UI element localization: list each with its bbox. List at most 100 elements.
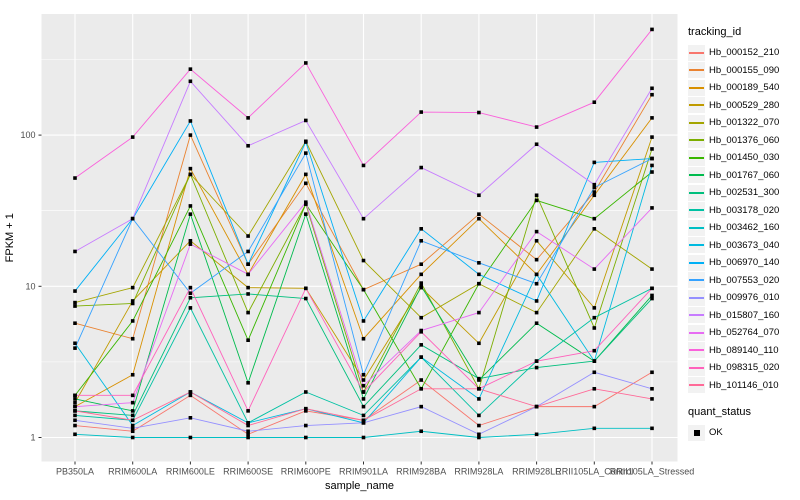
- data-point: [73, 400, 77, 405]
- line-swatch-icon: [689, 86, 704, 89]
- data-point: [130, 319, 135, 323]
- data-point: [73, 413, 77, 418]
- data-point: [130, 400, 135, 405]
- data-point: [477, 397, 481, 401]
- legend-item-label: Hb_003462_160: [709, 222, 780, 234]
- data-point: [419, 330, 423, 334]
- data-point: [419, 386, 423, 391]
- data-point: [477, 193, 481, 198]
- data-point: [650, 206, 654, 210]
- legend-key: [688, 359, 705, 376]
- line-swatch-icon: [689, 296, 704, 299]
- data-point: [419, 284, 423, 289]
- data-point: [304, 296, 308, 301]
- legend-item-ok: OK: [688, 424, 798, 442]
- data-point: [650, 116, 654, 120]
- legend-item-Hb_001450_030: Hb_001450_030: [688, 149, 798, 167]
- line-swatch-icon: [689, 244, 704, 247]
- legend-item-Hb_003462_160: Hb_003462_160: [688, 219, 798, 237]
- data-point: [592, 182, 597, 187]
- line-swatch-icon: [689, 366, 704, 369]
- data-point: [592, 326, 597, 330]
- legend-item-label: Hb_007553_020: [709, 274, 780, 286]
- data-point: [73, 304, 77, 308]
- data-point: [188, 172, 193, 177]
- data-point: [73, 393, 77, 398]
- legend-item-Hb_000529_280: Hb_000529_280: [688, 97, 798, 115]
- legend-item-label: Hb_001767_060: [709, 169, 780, 181]
- legend-item-label: Hb_003178_020: [709, 204, 780, 216]
- legend-item-Hb_001322_070: Hb_001322_070: [688, 114, 798, 132]
- line-swatch-icon: [689, 174, 704, 177]
- x-tick-label: RRIM600LA: [108, 467, 157, 477]
- data-point: [650, 163, 654, 168]
- data-point: [304, 61, 308, 65]
- data-point: [73, 346, 77, 350]
- data-point: [592, 426, 597, 431]
- data-point: [73, 176, 77, 180]
- legend-item-Hb_006970_140: Hb_006970_140: [688, 254, 798, 272]
- data-point: [246, 285, 250, 290]
- line-swatch-icon: [689, 191, 704, 194]
- legend-item-Hb_003178_020: Hb_003178_020: [688, 202, 798, 220]
- legend-key: [688, 377, 705, 394]
- data-point: [130, 426, 135, 431]
- data-point: [592, 404, 597, 409]
- data-point: [130, 285, 135, 290]
- data-point: [592, 185, 597, 190]
- data-point: [130, 409, 135, 413]
- data-point: [477, 110, 481, 115]
- data-point: [304, 212, 308, 216]
- line-swatch-icon: [689, 384, 704, 387]
- data-point: [361, 404, 366, 409]
- data-point: [361, 372, 366, 377]
- y-tick-labels: 1 10 100: [20, 130, 35, 442]
- legend-key: [688, 272, 705, 289]
- data-point: [534, 125, 539, 129]
- legend-item-Hb_052764_070: Hb_052764_070: [688, 324, 798, 342]
- data-point: [246, 381, 250, 385]
- line-swatch-icon: [689, 104, 704, 107]
- data-point: [592, 160, 597, 165]
- x-tick-label: RRIM928LE: [512, 467, 561, 477]
- line-swatch-icon: [689, 121, 704, 124]
- legend-item-label: Hb_000155_090: [709, 64, 780, 76]
- line-swatch-icon: [689, 139, 704, 142]
- data-point: [592, 348, 597, 353]
- legend-item-label: Hb_052764_070: [709, 327, 780, 339]
- data-point: [650, 397, 654, 401]
- x-tick-label: RRIM928LA: [454, 467, 503, 477]
- legend-item-Hb_098315_020: Hb_098315_020: [688, 359, 798, 377]
- legend-key: [688, 44, 705, 61]
- legend-item-Hb_000155_090: Hb_000155_090: [688, 62, 798, 80]
- data-point: [130, 423, 135, 428]
- data-point: [650, 86, 654, 91]
- data-point: [130, 299, 135, 303]
- data-point: [246, 272, 250, 277]
- data-point: [304, 435, 308, 440]
- line-swatch-icon: [689, 279, 704, 282]
- data-point: [592, 227, 597, 231]
- data-point: [592, 267, 597, 271]
- legend-item-label: Hb_001376_060: [709, 134, 780, 146]
- legend-item-label: Hb_089140_110: [709, 344, 779, 356]
- legend-item-Hb_003673_040: Hb_003673_040: [688, 237, 798, 255]
- x-tick-label: RRII105LA_Control: [555, 467, 633, 477]
- square-marker-icon: [693, 429, 700, 436]
- legend-item-Hb_089140_110: Hb_089140_110: [688, 342, 798, 360]
- legend-item-label: Hb_002531_300: [709, 187, 780, 199]
- x-tick-labels: PB350LA RRIM600LA RRIM600LE RRIM600SE RRIM60…: [56, 467, 694, 477]
- legend-key: [688, 132, 705, 149]
- data-point: [130, 429, 135, 434]
- data-point: [73, 404, 77, 409]
- data-point: [361, 435, 366, 440]
- series-points: [73, 27, 654, 440]
- data-point: [592, 359, 597, 363]
- data-point: [534, 238, 539, 243]
- data-point: [246, 435, 250, 440]
- quant-ok-key: [688, 424, 705, 441]
- legend-item-Hb_015807_160: Hb_015807_160: [688, 307, 798, 325]
- data-point: [534, 432, 539, 437]
- line-swatch-icon: [689, 156, 704, 159]
